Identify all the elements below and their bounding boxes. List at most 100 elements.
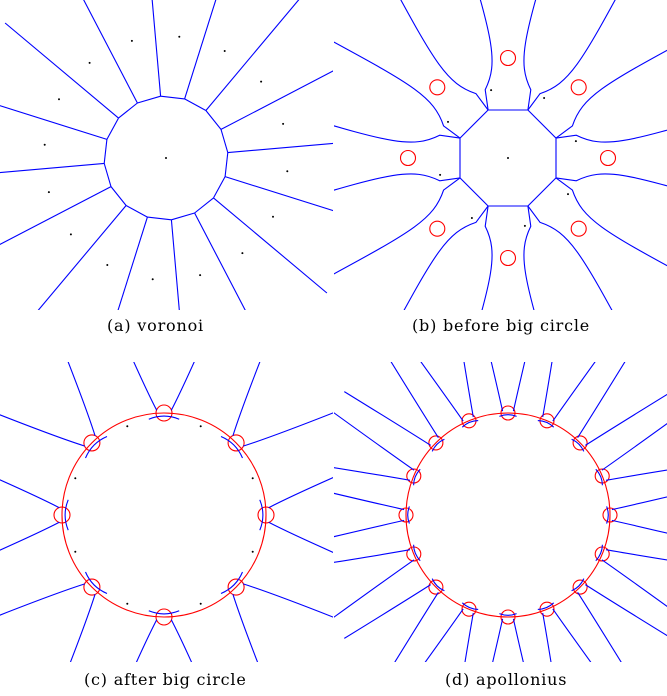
panel-before-big-circle: (b) before big circle	[334, 0, 667, 348]
apollonius-bisector	[268, 477, 333, 509]
apollonius-bisector	[344, 584, 431, 639]
site-point	[47, 191, 50, 194]
weighted-site-circle	[572, 435, 588, 451]
apollonius-bisector	[492, 618, 504, 662]
weighted-site-circle	[429, 79, 446, 96]
voronoi-edge	[224, 152, 229, 177]
apollonius-bisector	[585, 584, 667, 637]
site-point	[165, 157, 167, 159]
site-point	[199, 274, 202, 277]
apollonius-bisector	[232, 594, 259, 662]
site-point	[286, 170, 289, 173]
inner-arc	[413, 544, 421, 562]
site-point	[126, 425, 129, 428]
site-point	[199, 425, 202, 428]
weighted-site-circle	[599, 149, 617, 167]
voronoi-edge	[220, 70, 333, 130]
inner-arc	[499, 613, 517, 616]
site-point	[178, 35, 181, 38]
apollonius-bisector	[523, 205, 535, 310]
apollonius-bisector	[424, 608, 464, 662]
inner-arc	[595, 544, 603, 562]
apollonius-bisector	[0, 521, 60, 551]
site-point	[251, 550, 254, 553]
weighted-site-circle	[155, 608, 173, 626]
apollonius-bisector	[334, 519, 405, 538]
weighted-site-circle	[500, 609, 516, 625]
voronoi-edge	[106, 117, 119, 140]
apollonius-bisector	[344, 391, 431, 446]
voronoi-edge	[213, 197, 328, 294]
voronoi-edge	[137, 95, 161, 104]
voronoi-diagram	[0, 0, 333, 310]
voronoi-edge	[117, 216, 148, 310]
apollonius-bisector	[268, 521, 333, 553]
voronoi-edge	[194, 197, 214, 214]
site-point	[151, 278, 154, 281]
site-point	[43, 143, 46, 146]
inner-arc	[461, 602, 479, 610]
site-point	[490, 89, 493, 92]
site-point	[272, 215, 274, 218]
inner-arc	[571, 438, 585, 452]
caption-apollonius: (d) apollonius	[445, 670, 568, 689]
voronoi-edge	[184, 98, 207, 111]
site-point	[58, 98, 60, 101]
panel-after-big-circle: (c) after big circle	[0, 362, 333, 696]
inner-arc	[148, 610, 180, 615]
voronoi-edge	[110, 186, 127, 206]
site-point	[567, 193, 569, 196]
inner-arc	[413, 468, 421, 486]
apollonius-bisector	[542, 362, 553, 418]
weighted-site-circle	[227, 434, 245, 452]
voronoi-edge	[205, 0, 300, 111]
caption-after-big-circle: (c) after big circle	[84, 670, 247, 689]
apollonius-bisector	[527, 205, 613, 310]
site-point	[74, 477, 77, 480]
site-point	[69, 233, 72, 236]
inner-arc	[431, 438, 445, 452]
inner-arc	[84, 571, 108, 595]
apollonius-bisector	[334, 177, 461, 275]
apollonius-bisector	[400, 0, 489, 111]
apollonius-bisector	[334, 125, 461, 143]
voronoi-edge	[151, 0, 162, 97]
voronoi-edge	[0, 162, 105, 174]
voronoi-edge	[0, 186, 112, 246]
apollonius-bisector	[523, 0, 537, 111]
site-point	[241, 252, 244, 255]
voronoi-edge	[220, 129, 229, 153]
inner-arc	[407, 506, 410, 524]
weighted-site-circle	[499, 249, 517, 267]
apollonius-bisector	[170, 619, 193, 662]
apollonius-bisector	[334, 492, 405, 511]
weighted-site-circle	[428, 579, 444, 595]
weighted-site-circle	[257, 506, 275, 524]
apollonius-bisector	[463, 362, 474, 418]
voronoi-edge	[194, 212, 246, 310]
apollonius-bisector	[170, 362, 195, 411]
site-point	[199, 602, 202, 605]
inner-arc	[64, 499, 69, 531]
voronoi-edge	[224, 176, 333, 212]
voronoi-edge	[171, 212, 195, 221]
apollonius-bisector	[334, 467, 411, 481]
inner-arc	[571, 578, 585, 592]
site-point	[282, 122, 285, 125]
voronoi-edge	[37, 205, 127, 310]
inner-arc	[499, 414, 517, 417]
apollonius-bisector	[0, 583, 85, 616]
inner-arc	[431, 578, 445, 592]
voronoi-edge	[527, 177, 557, 207]
site-point	[574, 140, 577, 143]
voronoi-edge	[213, 176, 226, 199]
apollonius-bisector	[243, 583, 333, 618]
apollonius-bisector	[0, 479, 60, 509]
apollonius-bisector	[601, 559, 667, 607]
apollonius-bisector	[67, 362, 96, 436]
inner-arc	[537, 420, 555, 428]
voronoi-edge	[459, 109, 489, 139]
apollonius-bisector	[555, 129, 667, 143]
voronoi-edge	[118, 102, 138, 119]
